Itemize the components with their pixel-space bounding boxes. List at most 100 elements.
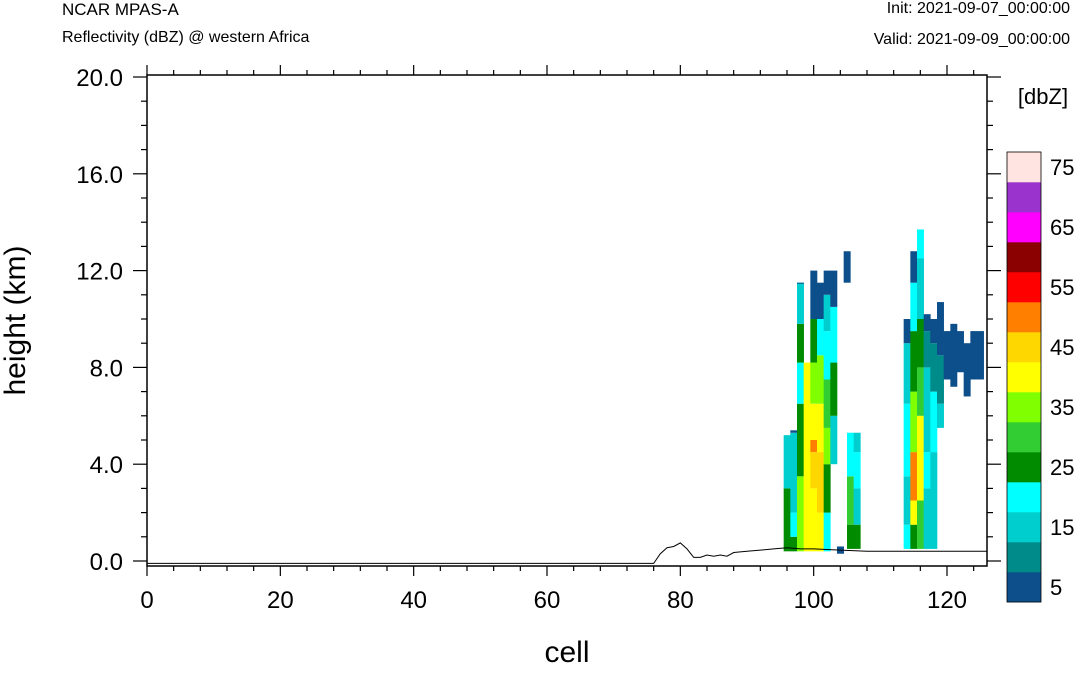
colorbar: [dbZ] 5 15 25 35 45 55 65 75 (1006, 84, 1074, 603)
valid-time: Valid: 2021-09-09_00:00:00 (873, 31, 1070, 48)
reflectivity-cell (977, 331, 984, 380)
reflectivity-cell (937, 302, 944, 356)
init-time: Init: 2021-09-07_00:00:00 (886, 0, 1070, 17)
x-tick-label: 0 (140, 587, 153, 614)
colorbar-swatch (1007, 362, 1041, 393)
y-axis-label: height (km) (0, 245, 32, 395)
reflectivity-cell (830, 415, 838, 465)
reflectivity-cell (917, 415, 924, 501)
plot-border (146, 74, 988, 567)
reflectivity-cell (937, 355, 944, 404)
colorbar-title: [dbZ] (1018, 84, 1068, 109)
colorbar-swatch (1007, 572, 1041, 603)
reflectivity-cell (823, 512, 831, 552)
colorbar-label: 35 (1050, 395, 1074, 420)
reflectivity-cell (783, 435, 791, 489)
reflectivity-cell (917, 500, 924, 549)
colorbar-swatch (1007, 272, 1041, 303)
colorbar-label: 25 (1050, 455, 1074, 480)
colorbar-swatch (1007, 422, 1041, 453)
reflectivity-cell (810, 488, 818, 552)
reflectivity-cell (817, 282, 824, 319)
x-tick-label: 20 (267, 587, 294, 614)
reflectivity-cell (950, 323, 958, 387)
reflectivity-cell (797, 323, 804, 363)
field-subtitle: Reflectivity (dBZ) @ western Africa (62, 29, 310, 46)
reflectivity-cell (910, 391, 918, 453)
x-axis-label: cell (544, 636, 589, 669)
reflectivity-cell (910, 251, 918, 283)
y-tick-label: 12.0 (76, 259, 123, 286)
reflectivity-cell (917, 258, 924, 319)
colorbar-label: 75 (1050, 155, 1074, 180)
reflectivity-cell (790, 536, 798, 552)
y-tick-label: 4.0 (90, 452, 123, 479)
colorbar-swatch (1007, 302, 1041, 333)
reflectivity-cell (970, 331, 978, 380)
colorbar-swatch (1007, 482, 1041, 513)
reflectivity-cell (797, 362, 804, 404)
reflectivity-cell (803, 362, 811, 552)
colorbar-label: 45 (1050, 335, 1074, 360)
colorbar-label: 5 (1050, 575, 1062, 600)
reflectivity-cell (817, 355, 824, 404)
reflectivity-cell (910, 452, 918, 501)
reflectivity-cell (817, 319, 824, 356)
reflectivity-cell (797, 403, 804, 477)
reflectivity-cell (930, 343, 938, 392)
reflectivity-cell (910, 331, 918, 392)
reflectivity-cell (790, 430, 798, 433)
reflectivity-cell (797, 282, 804, 324)
reflectivity-cell (943, 331, 951, 380)
reflectivity-cell (910, 524, 918, 549)
x-tick-label: 100 (794, 587, 834, 614)
y-axis: 0.0 4.0 8.0 12.0 16.0 20.0 (76, 65, 1001, 576)
reflectivity-cell (823, 331, 831, 380)
reflectivity-cell (923, 367, 931, 453)
y-tick-label: 8.0 (90, 355, 123, 382)
reflectivity-cell (790, 512, 798, 537)
reflectivity-cell (847, 432, 854, 477)
reflectivity-cell (810, 319, 818, 363)
reflectivity-cell (853, 452, 861, 489)
reflectivity-cell (817, 403, 824, 453)
reflectivity-cell (817, 452, 824, 513)
x-tick-label: 40 (400, 587, 427, 614)
reflectivity-cell (797, 282, 804, 284)
reflectivity-cell (830, 362, 838, 416)
reflectivity-cell (910, 282, 918, 332)
colorbar-swatch (1007, 512, 1041, 543)
reflectivity-cell (823, 294, 831, 332)
reflectivity-cell (847, 524, 854, 549)
y-tick-label: 0.0 (90, 549, 123, 576)
x-axis: 0 20 40 60 80 100 120 (140, 65, 975, 614)
reflectivity-cell (810, 440, 818, 453)
reflectivity-cell (930, 391, 938, 453)
reflectivity-cell (903, 319, 911, 344)
reflectivity-cell (910, 500, 918, 525)
reflectivity-cell (903, 343, 911, 404)
reflectivity-cell (917, 367, 924, 416)
reflectivity-cell (823, 464, 831, 513)
reflectivity-cell (903, 476, 911, 525)
reflectivity-cell (790, 432, 798, 513)
colorbar-label: 65 (1050, 215, 1074, 240)
reflectivity-cell (810, 452, 818, 489)
reflectivity-cell (923, 488, 931, 549)
reflectivity-cell (853, 488, 861, 525)
reflectivity-cell (847, 476, 854, 525)
reflectivity-cell (923, 331, 931, 368)
colorbar-label: 15 (1050, 515, 1074, 540)
colorbar-swatch (1007, 332, 1041, 363)
model-title: NCAR MPAS-A (62, 0, 179, 19)
reflectivity-cell (830, 306, 838, 363)
reflectivity-cell (923, 452, 931, 489)
terrain-line (147, 542, 987, 564)
colorbar-swatch (1007, 242, 1041, 273)
colorbar-swatch (1007, 212, 1041, 243)
reflectivity-cell (930, 319, 938, 344)
reflectivity-cell (823, 379, 831, 428)
x-tick-label: 120 (927, 587, 967, 614)
reflectivity-cell (853, 432, 861, 453)
